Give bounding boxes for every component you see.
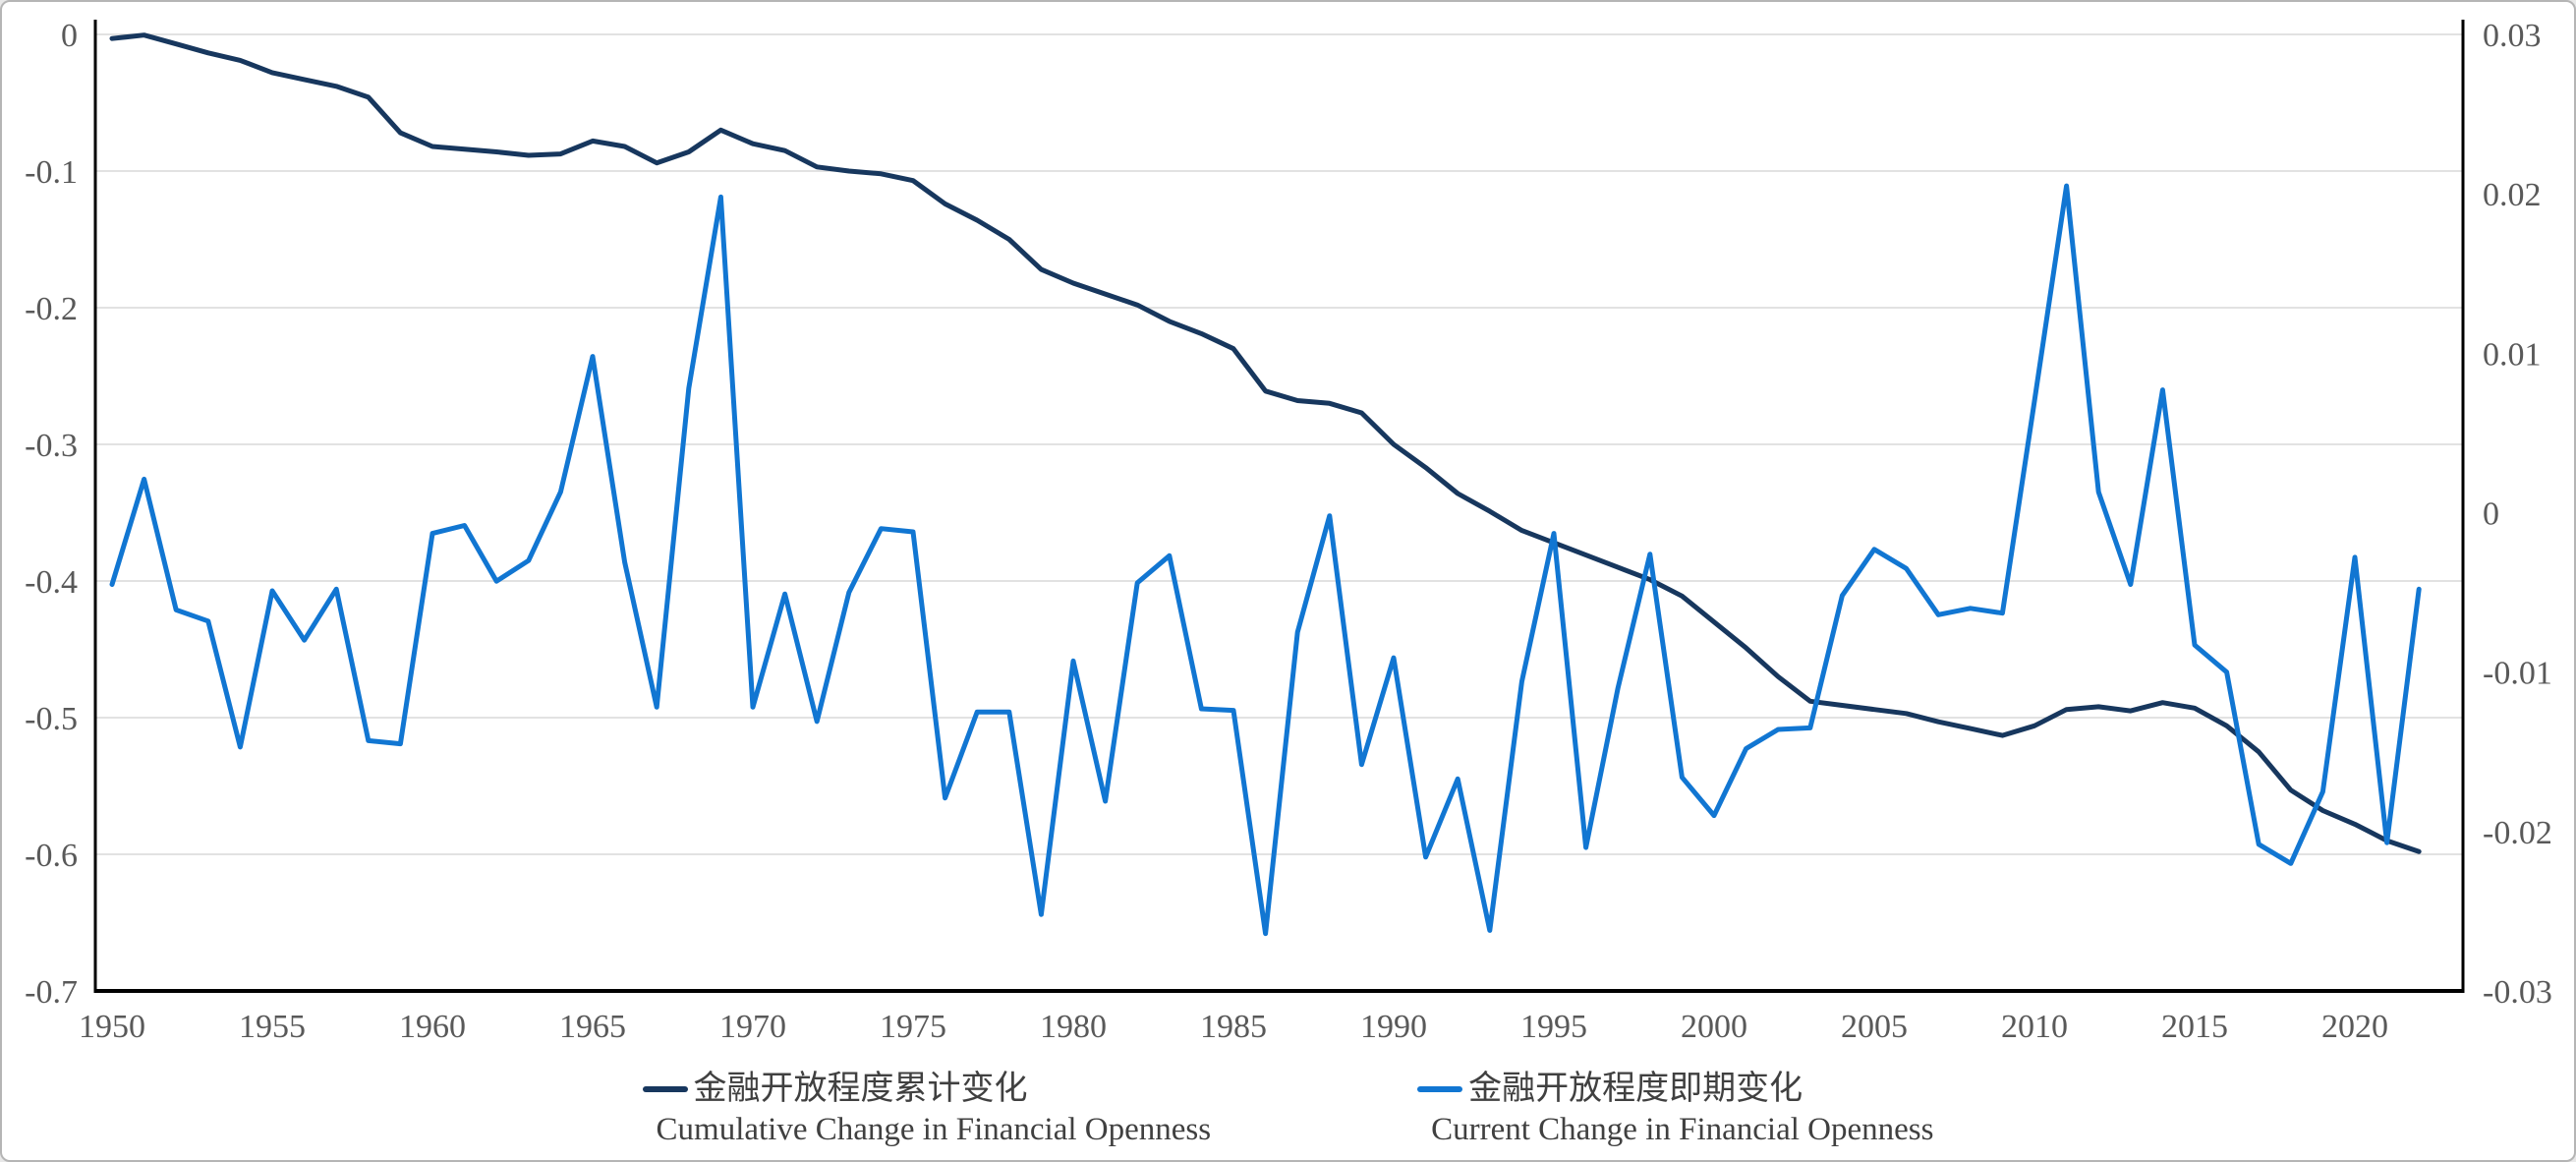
- x-axis-tick-label: 1995: [1520, 1009, 1587, 1045]
- right-axis-tick-label: 0.02: [2483, 177, 2542, 213]
- left-axis-tick-label: -0.4: [25, 564, 78, 601]
- right-axis-tick-label: -0.03: [2483, 974, 2552, 1011]
- legend-label-cumulative-en: Cumulative Change in Financial Openness: [656, 1112, 1212, 1147]
- legend-item-current: 金融开放程度即期变化 Current Change in Financial O…: [1417, 1070, 1933, 1150]
- x-axis-tick-label: 1985: [1200, 1009, 1267, 1045]
- cumulative-change-line: [109, 32, 2422, 854]
- x-axis-tick-label: 1970: [719, 1009, 786, 1045]
- current-line-swatch-icon: [1417, 1086, 1463, 1092]
- x-axis-tick-label: 1950: [79, 1009, 145, 1045]
- x-axis-tick-label: 2015: [2161, 1009, 2228, 1045]
- right-axis-tick-label: -0.01: [2483, 656, 2552, 692]
- x-axis-tick-label: 2005: [1841, 1009, 1908, 1045]
- x-axis-tick-label: 2010: [2001, 1009, 2068, 1045]
- left-axis-tick-label: -0.5: [25, 701, 78, 737]
- left-axis-tick-label: -0.1: [25, 154, 78, 191]
- right-axis-tick-label: -0.02: [2483, 815, 2552, 851]
- right-axis-tick-label: 0.01: [2483, 336, 2542, 373]
- left-axis-tick-label: -0.7: [25, 974, 78, 1011]
- x-axis-tick-label: 1975: [880, 1009, 946, 1045]
- chart-legend: 金融开放程度累计变化 Cumulative Change in Financia…: [2, 1070, 2574, 1150]
- left-axis-tick-label: -0.2: [25, 291, 78, 327]
- legend-item-cumulative: 金融开放程度累计变化 Cumulative Change in Financia…: [642, 1070, 1212, 1150]
- right-axis-tick-label: 0.03: [2483, 18, 2542, 54]
- cumulative-line-swatch-icon: [642, 1086, 688, 1092]
- left-axis-tick-label: -0.3: [25, 428, 78, 464]
- current-change-line: [109, 183, 2422, 937]
- x-axis-tick-label: 1990: [1360, 1009, 1427, 1045]
- legend-label-cumulative-zh: 金融开放程度累计变化: [693, 1071, 1028, 1107]
- left-axis-tick-label: 0: [61, 18, 78, 54]
- x-axis-tick-label: 1960: [399, 1009, 466, 1045]
- x-axis-tick-label: 1980: [1040, 1009, 1107, 1045]
- right-axis-tick-label: 0: [2483, 496, 2499, 533]
- legend-label-current-en: Current Change in Financial Openness: [1431, 1112, 1934, 1147]
- left-axis-tick-label: -0.6: [25, 838, 78, 874]
- x-axis-tick-label: 2000: [1681, 1009, 1747, 1045]
- legend-label-current-zh: 金融开放程度即期变化: [1468, 1071, 1803, 1107]
- x-axis-tick-label: 1955: [239, 1009, 306, 1045]
- x-axis-tick-label: 1965: [559, 1009, 626, 1045]
- x-axis-tick-label: 2020: [2321, 1009, 2388, 1045]
